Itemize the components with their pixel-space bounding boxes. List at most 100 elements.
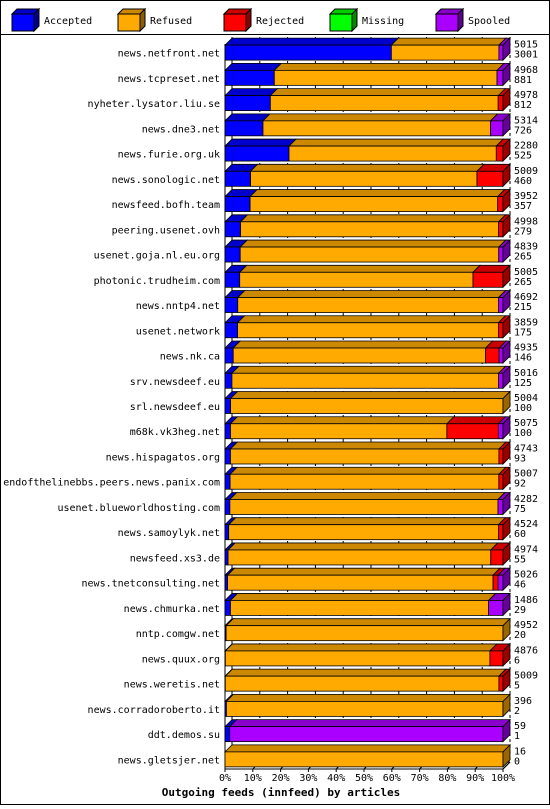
bar-face	[224, 170, 251, 187]
bar-segment-refused	[227, 517, 507, 541]
bar-top	[239, 214, 507, 223]
bar-row	[224, 668, 511, 693]
value-label-accepted: 46	[514, 580, 526, 591]
x-tick-label: 50%	[355, 773, 373, 784]
category-label: news.chmurka.net	[124, 604, 220, 615]
bar-side	[502, 642, 511, 667]
bar-row	[224, 693, 511, 718]
bar-top	[224, 113, 271, 122]
bar-top	[227, 517, 507, 526]
value-label-accepted: 100	[514, 428, 532, 439]
bar-segment-accepted	[224, 37, 400, 61]
value-label-total: 5007	[514, 469, 538, 480]
bar-row	[224, 516, 511, 541]
bar-segment-spooled	[228, 719, 511, 743]
x-tick-label: 0%	[219, 773, 231, 784]
legend-item-refused: Refused	[116, 7, 192, 33]
bar-side	[502, 289, 511, 314]
bar-face	[224, 69, 275, 86]
bar-segment-refused	[224, 643, 498, 667]
bar-segment-refused	[238, 264, 481, 288]
bar-face	[237, 322, 499, 339]
bar-top	[229, 391, 511, 399]
value-label-total: 5004	[514, 393, 538, 404]
value-label-accepted: 100	[514, 403, 532, 414]
bar-face	[224, 448, 231, 465]
bar-segment-refused	[229, 441, 507, 465]
bar-segment-rejected	[476, 163, 511, 187]
category-label: news.samoylyk.net	[118, 528, 220, 539]
bar-side	[502, 743, 511, 768]
bar-face	[269, 95, 499, 112]
value-label-total: 2280	[514, 141, 538, 152]
bar-face	[231, 372, 499, 389]
bar-segment-accepted	[224, 163, 259, 187]
value-label-accepted: 460	[514, 176, 532, 187]
bar-face	[495, 145, 504, 162]
bar-face	[492, 574, 499, 591]
x-tick-label: 30%	[299, 773, 317, 784]
bar-side	[502, 466, 511, 491]
category-label: newsfeed.bofh.team	[112, 200, 220, 211]
bar-segment-refused	[249, 163, 485, 187]
category-label: photonic.trudheim.com	[94, 276, 220, 287]
value-label-total: 4952	[514, 620, 538, 631]
bar-row	[224, 62, 511, 87]
bar-face	[273, 69, 498, 86]
category-label: news.tnetconsulting.net	[82, 579, 220, 590]
category-label: news.weretis.net	[124, 680, 220, 691]
value-label-total: 5314	[514, 115, 538, 126]
bar-face	[497, 196, 504, 212]
bar-segment-accepted	[224, 290, 246, 313]
value-label-accepted: 92	[514, 479, 526, 490]
bar-top	[225, 693, 511, 702]
bar-segment-refused	[232, 340, 494, 364]
value-label-accepted: 812	[514, 100, 532, 111]
bar-side	[502, 541, 511, 566]
bar-top	[445, 416, 507, 425]
bar-top	[230, 365, 507, 374]
bar-segment-refused	[236, 315, 507, 339]
bar-face	[498, 473, 504, 490]
bar-face	[489, 650, 504, 667]
bar-face	[498, 372, 504, 389]
legend-item-spooled: Spooled	[434, 7, 510, 33]
bar-face	[498, 246, 504, 263]
bar-row	[224, 491, 511, 516]
value-label-total: 59	[514, 721, 526, 732]
bar-face	[497, 95, 504, 112]
value-label-total: 4876	[514, 645, 538, 656]
bar-face	[497, 499, 504, 515]
bar-side	[502, 693, 511, 718]
value-label-total: 3952	[514, 191, 538, 202]
category-label: news.nk.ca	[160, 352, 220, 363]
value-label-accepted: 5	[514, 681, 520, 692]
bar-segment-accepted	[224, 62, 283, 86]
bar-top	[269, 88, 507, 97]
bar-segment-accepted	[224, 365, 240, 389]
category-label: usenet.network	[136, 326, 220, 337]
bar-top	[262, 113, 499, 122]
bar-face	[224, 95, 271, 112]
value-label-accepted: 6	[514, 655, 520, 666]
bar-face	[498, 297, 504, 313]
value-label-accepted: 60	[514, 529, 526, 540]
bar-face	[237, 297, 499, 313]
category-label: news.dne3.net	[142, 124, 220, 135]
value-label-total: 5005	[514, 267, 538, 278]
bar-row	[224, 441, 511, 465]
bar-row	[224, 87, 511, 112]
bar-top	[236, 315, 507, 324]
value-label-total: 4935	[514, 343, 538, 354]
bar-face	[390, 44, 500, 61]
value-label-accepted: 1	[514, 731, 520, 742]
value-label-total: 1486	[514, 595, 538, 606]
bar-row	[224, 415, 511, 440]
value-label-accepted: 3001	[514, 50, 538, 61]
category-label: srl.newsdeef.eu	[130, 402, 220, 413]
legend-item-missing: Missing	[328, 7, 404, 33]
bar-row	[224, 289, 511, 314]
bar-face	[227, 549, 492, 566]
